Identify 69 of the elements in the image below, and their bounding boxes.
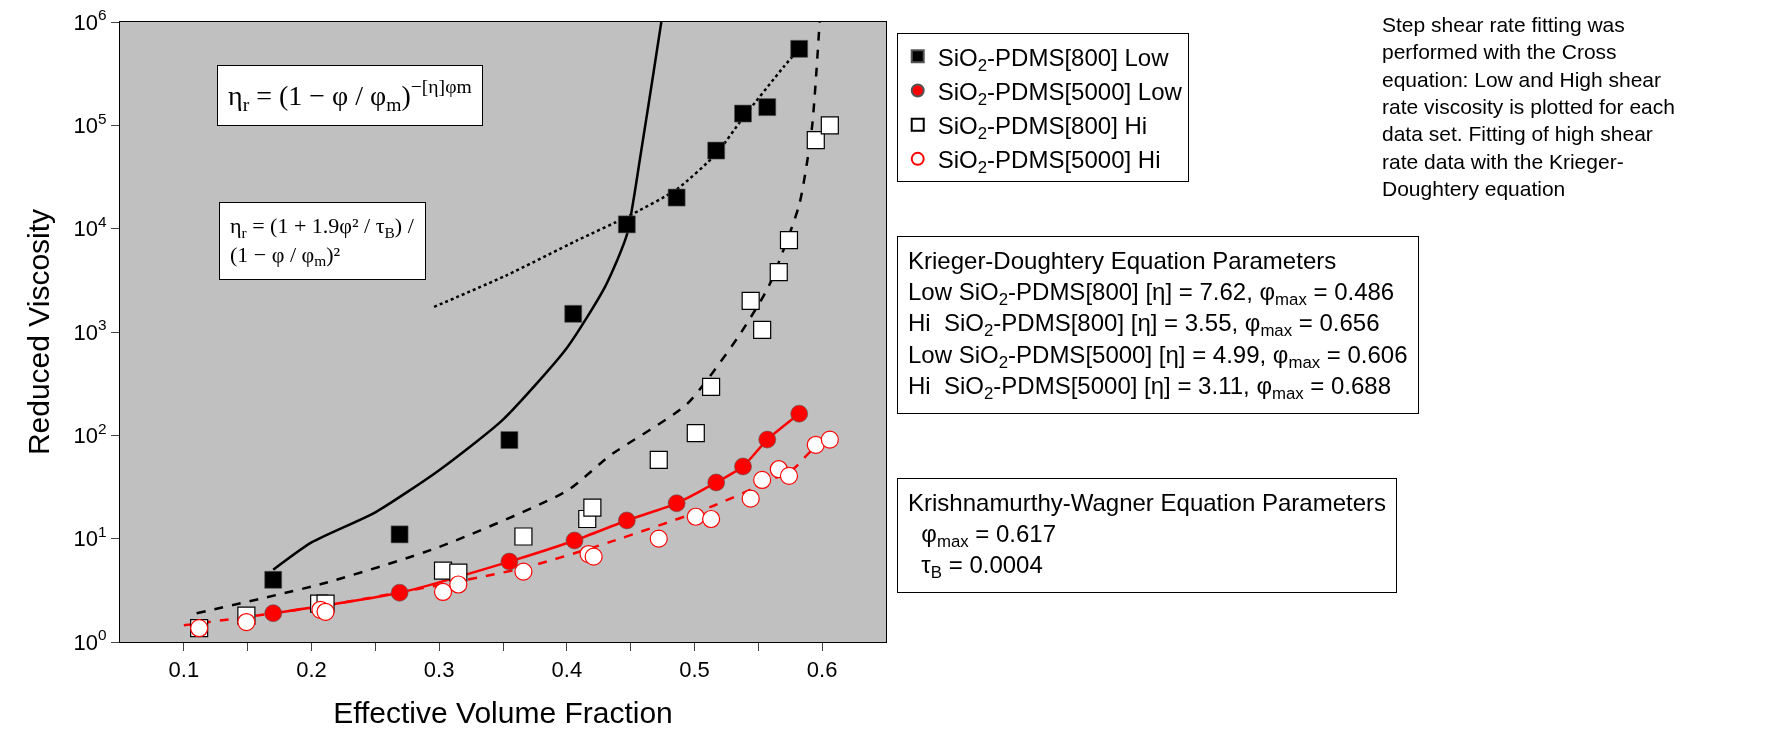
point (790, 404, 808, 423)
point (702, 377, 721, 396)
point (741, 291, 760, 310)
annotation: η$_{r}$ = (1 − φ / φ$_{m}$)$^{−[η]φm}$ (228, 76, 472, 115)
y-tick-label: 10$^{0}$ (73, 626, 107, 655)
text: η$_{r}$ = (1 + 1.9φ² / τ$_{B}$) / (1 − φ / φ$_{m}$)² (230, 213, 414, 270)
point (514, 562, 533, 581)
legend-label: SiO$_{2}$-PDMS[800] Low (937, 43, 1170, 75)
point (433, 582, 453, 602)
text: Krieger-Doughtery Equation Parameters Low SiO$_{2}$-PDMS[800] [η] = 7.62, φ$_{max}$ = 0.486 Hi SiO$_{2}$-PDMS[800] [η] = 3.55, φ$_{max}$ = 0.656 Low SiO$_{2}$-PDMS[5000] [η] = 4.99, φ$_{max}$ = 0.606 Hi SiO$_{2}$-PDMS[5000] [η] = 3.11, φ$_{max}$ = 0.688 (908, 247, 1408, 403)
x-tick-label: 0.2 (296, 657, 327, 683)
point (564, 305, 583, 323)
legend-label: SiO$_{2}$-PDMS[800] Hi (937, 112, 1148, 144)
y-tick-label: 10$^{6}$ (73, 6, 107, 35)
legend-label: SiO$_{2}$-PDMS[5000] Hi (937, 146, 1161, 178)
point (753, 470, 772, 490)
point (316, 602, 335, 621)
point (686, 424, 705, 443)
point (667, 494, 686, 513)
point (707, 141, 725, 160)
point (584, 547, 603, 566)
point (779, 466, 799, 485)
point (618, 511, 636, 530)
x-tick-label: 0.4 (551, 657, 583, 683)
point (702, 509, 721, 529)
point (753, 320, 772, 339)
point (820, 116, 839, 135)
point (758, 98, 777, 116)
point (500, 431, 519, 449)
point (649, 450, 668, 469)
point (734, 104, 752, 123)
point (707, 473, 725, 492)
point (790, 40, 808, 58)
point (583, 498, 602, 517)
point (449, 575, 468, 594)
text: Krishnamurthy-Wagner Equation Parameters φ$_{max}$ = 0.617 τ$_{B}$ = 0.0004 (908, 489, 1386, 583)
point (500, 552, 519, 571)
point (769, 262, 788, 282)
point (806, 130, 825, 150)
point (514, 527, 533, 546)
point (667, 188, 686, 207)
point (734, 457, 752, 476)
y-axis-title: Reduced Viscosity (21, 208, 55, 456)
point (649, 529, 668, 548)
point (565, 531, 584, 550)
x-tick-label: 0.6 (806, 657, 838, 683)
y-tick-label: 10$^{4}$ (73, 213, 108, 242)
legend-label: SiO$_{2}$-PDMS[5000] Low (937, 77, 1183, 109)
x-tick-label: 0.1 (168, 657, 200, 683)
point (618, 215, 636, 234)
y-tick-label: 10$^{1}$ (73, 523, 107, 552)
point (820, 430, 839, 449)
point (779, 231, 799, 250)
y-tick-label: 10$^{3}$ (73, 316, 107, 345)
point (686, 507, 705, 526)
x-axis-title: Effective Volume Fraction (333, 695, 673, 729)
point (390, 583, 409, 602)
x-tick-label: 0.5 (679, 657, 710, 683)
point (264, 604, 282, 622)
point (806, 435, 825, 454)
x-tick-label: 0.3 (423, 657, 455, 683)
point (758, 430, 777, 449)
y-tick-label: 10$^{5}$ (73, 109, 107, 139)
point (264, 570, 282, 589)
y-tick-label: 10$^{2}$ (73, 419, 107, 449)
point (390, 525, 409, 544)
text: Step shear rate fitting was performed with the Cross equation: Low and High shear rate viscosity is plotted for each data set. Fitting of high shear rate data with the Krieger- Doughtery equation (1382, 13, 1675, 200)
point (237, 612, 256, 632)
point (741, 489, 760, 508)
